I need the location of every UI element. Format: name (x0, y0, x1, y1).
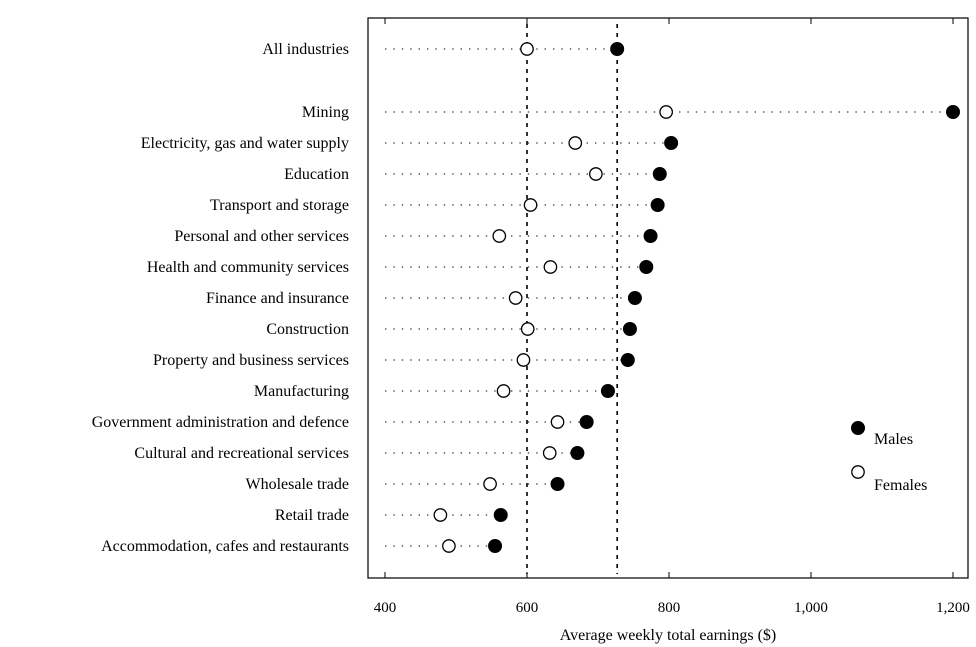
category-label-12: Cultural and recreational services (134, 445, 349, 462)
tick-label-3: 1,000 (794, 600, 828, 616)
tick-label-1: 600 (516, 600, 539, 616)
legend-label-females: Females (874, 477, 927, 494)
category-rows: All industries Mining Electricity, gas and… (92, 41, 960, 555)
row-10: Manufacturing (254, 383, 615, 400)
female-point-5 (492, 229, 507, 243)
category-label-7: Finance and insurance (206, 290, 349, 307)
row-0: All industries (262, 41, 625, 58)
category-label-13: Wholesale trade (246, 476, 350, 493)
male-point-14 (493, 508, 508, 522)
legend-marker-males (851, 421, 865, 435)
male-point-7 (627, 291, 642, 305)
female-point-11 (550, 415, 565, 429)
x-axis-label: Average weekly total earnings ($) (560, 627, 777, 644)
category-label-9: Property and business services (153, 352, 349, 369)
row-12: Cultural and recreational services (134, 445, 585, 462)
row-5: Personal and other services (174, 228, 658, 245)
row-14: Retail trade (275, 507, 508, 524)
row-6: Health and community services (147, 259, 654, 276)
category-label-5: Personal and other services (174, 228, 349, 245)
category-label-8: Construction (266, 321, 349, 338)
row-15: Accommodation, cafes and restaurants (101, 538, 503, 555)
plot-frame (367, 17, 969, 579)
male-point-4 (650, 198, 665, 212)
category-label-1: Mining (302, 104, 349, 121)
female-point-2 (568, 136, 583, 150)
tick-label-4: 1,200 (936, 600, 970, 616)
female-point-10 (496, 384, 511, 398)
female-point-8 (520, 322, 535, 336)
male-point-15 (488, 539, 503, 553)
male-point-8 (622, 322, 637, 336)
female-point-14 (433, 508, 448, 522)
female-point-4 (523, 198, 538, 212)
male-point-2 (664, 136, 679, 150)
female-point-7 (508, 291, 523, 305)
row-11: Government administration and defence (92, 414, 594, 431)
category-label-10: Manufacturing (254, 383, 349, 400)
row-3: Education (284, 166, 667, 183)
female-point-13 (483, 477, 497, 491)
row-9: Property and business services (153, 352, 635, 369)
male-point-10 (600, 384, 615, 398)
male-point-0 (610, 42, 625, 56)
row-7: Finance and insurance (206, 290, 642, 307)
male-point-3 (652, 167, 667, 181)
row-8: Construction (266, 321, 637, 338)
category-label-2: Electricity, gas and water supply (141, 135, 349, 152)
female-point-0 (520, 42, 534, 56)
category-label-14: Retail trade (275, 507, 349, 524)
category-label-0: All industries (262, 41, 349, 58)
male-point-5 (643, 229, 658, 243)
category-label-3: Education (284, 166, 349, 183)
row-4: Transport and storage (210, 197, 665, 214)
legend-label-males: Males (874, 431, 913, 448)
reference-lines (526, 24, 618, 574)
x-axis: 400 600 800 1,000 1,200 (374, 572, 970, 616)
row-13: Wholesale trade (246, 476, 565, 493)
female-point-15 (442, 539, 456, 553)
legend-marker-females (851, 465, 865, 479)
legend: Males Females (851, 421, 927, 494)
category-label-6: Health and community services (147, 259, 349, 276)
plot-border (367, 17, 969, 579)
category-label-11: Government administration and defence (92, 414, 349, 431)
male-point-12 (570, 446, 585, 460)
female-point-6 (543, 260, 558, 274)
male-point-13 (550, 477, 565, 491)
row-1: Mining (302, 104, 960, 121)
male-point-6 (639, 260, 654, 274)
female-point-12 (542, 446, 557, 460)
male-point-9 (620, 353, 635, 367)
category-label-4: Transport and storage (210, 197, 349, 214)
male-point-1 (946, 105, 960, 119)
row-2: Electricity, gas and water supply (141, 135, 679, 152)
male-point-11 (579, 415, 594, 429)
tick-label-2: 800 (658, 600, 681, 616)
tick-label-0: 400 (374, 600, 397, 616)
female-point-3 (589, 167, 603, 181)
female-point-1 (659, 105, 674, 119)
category-label-15: Accommodation, cafes and restaurants (101, 538, 349, 555)
female-point-9 (516, 353, 531, 367)
